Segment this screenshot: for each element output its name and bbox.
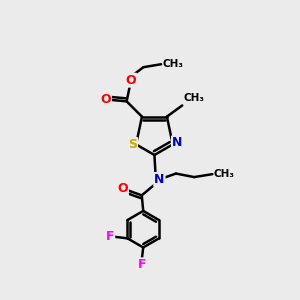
- Text: CH₃: CH₃: [184, 93, 205, 103]
- Text: F: F: [106, 230, 114, 243]
- Text: O: O: [117, 182, 128, 195]
- Text: O: O: [125, 74, 136, 87]
- Text: F: F: [137, 258, 146, 271]
- Text: N: N: [172, 136, 182, 149]
- Text: CH₃: CH₃: [214, 169, 235, 178]
- Text: N: N: [154, 173, 165, 186]
- Text: CH₃: CH₃: [163, 59, 184, 69]
- Text: S: S: [128, 138, 137, 151]
- Text: O: O: [100, 93, 111, 106]
